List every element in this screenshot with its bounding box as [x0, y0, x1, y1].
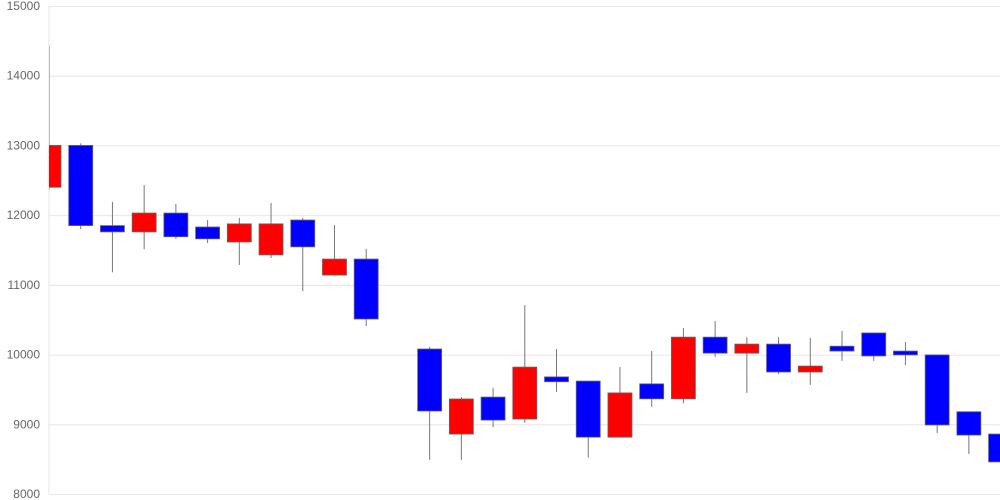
- candle-body: [797, 365, 823, 373]
- candle-body: [956, 411, 982, 436]
- candle-body: [639, 383, 665, 400]
- candle: [68, 143, 94, 230]
- candle-body: [100, 225, 125, 233]
- y-tick-label: 14000: [7, 69, 41, 83]
- candle: [988, 433, 1000, 463]
- candle-body: [49, 145, 62, 188]
- candle: [195, 220, 221, 244]
- candle: [829, 330, 855, 361]
- candle-body: [353, 258, 379, 320]
- candle: [734, 337, 760, 393]
- candle: [671, 328, 696, 404]
- candle-body: [195, 226, 221, 240]
- y-tick-label: 10000: [7, 348, 41, 362]
- candle: [226, 217, 252, 265]
- candle-body: [766, 343, 791, 373]
- candle: [417, 346, 443, 460]
- candle-body: [68, 145, 94, 226]
- candle-body: [226, 223, 252, 243]
- candle: [924, 354, 950, 433]
- candle-body: [480, 396, 506, 421]
- y-tick-label: 11000: [8, 278, 41, 292]
- candle: [575, 380, 601, 458]
- candle: [480, 388, 506, 428]
- candle-body: [544, 376, 569, 383]
- y-tick-label: 9000: [13, 417, 40, 431]
- y-tick-label: 8000: [13, 487, 40, 500]
- candle: [702, 321, 728, 358]
- y-tick-label: 12000: [7, 208, 41, 222]
- candle-body: [258, 223, 284, 256]
- candle: [766, 337, 791, 375]
- candle-body: [861, 332, 887, 357]
- candle: [49, 45, 62, 191]
- candle: [544, 348, 569, 392]
- candle: [639, 351, 665, 407]
- y-axis: 8000 9000 10000 11000 12000 13000 14000 15000: [7, 0, 41, 500]
- candle: [163, 203, 189, 239]
- candle-body: [417, 348, 443, 412]
- candle: [322, 224, 347, 276]
- candle-body: [671, 336, 696, 400]
- candle: [258, 202, 284, 259]
- candle-body: [448, 398, 474, 435]
- candle-body: [290, 219, 316, 248]
- candle-body: [829, 345, 855, 352]
- candle-body: [607, 392, 633, 438]
- candle: [861, 332, 887, 361]
- candle: [893, 342, 918, 366]
- y-tick-label: 15000: [7, 0, 41, 13]
- candle-body: [512, 366, 538, 420]
- y-tick-label: 13000: [7, 138, 41, 152]
- candle: [956, 411, 982, 454]
- candle: [290, 217, 316, 292]
- candles: [49, 45, 1000, 463]
- candle: [607, 367, 633, 438]
- candle: [512, 305, 538, 423]
- candle: [100, 201, 125, 273]
- grid-lines: [48, 6, 1000, 495]
- candle-body: [734, 343, 760, 354]
- candle: [131, 185, 157, 250]
- candle: [797, 337, 823, 385]
- candle-body: [575, 380, 601, 438]
- candle: [448, 397, 474, 460]
- candle-body: [322, 258, 347, 276]
- candle-body: [988, 433, 1000, 463]
- candle: [353, 248, 379, 326]
- candle-body: [893, 350, 918, 356]
- candle-body: [924, 354, 950, 426]
- candle-body: [163, 212, 189, 238]
- candle-body: [131, 212, 157, 233]
- candle-body: [702, 336, 728, 354]
